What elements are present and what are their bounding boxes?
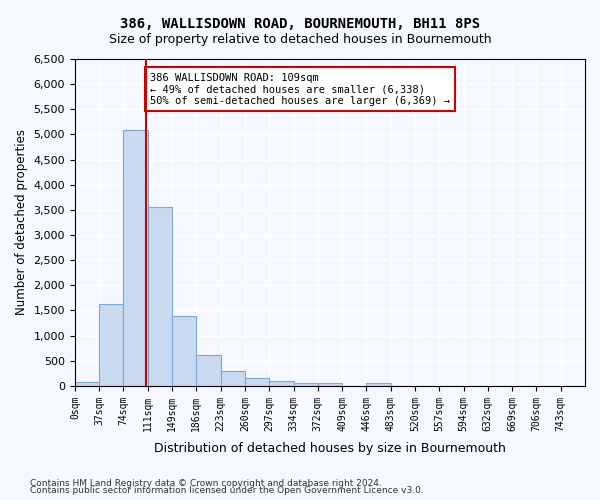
Bar [148, 207, 172, 386]
Bar [293, 382, 318, 386]
Bar [318, 384, 342, 386]
Text: Contains HM Land Registry data © Crown copyright and database right 2024.: Contains HM Land Registry data © Crown c… [30, 478, 382, 488]
Bar [172, 316, 196, 386]
Text: 386 WALLISDOWN ROAD: 109sqm
← 49% of detached houses are smaller (6,338)
50% of : 386 WALLISDOWN ROAD: 109sqm ← 49% of det… [150, 72, 450, 106]
Text: Size of property relative to detached houses in Bournemouth: Size of property relative to detached ho… [109, 32, 491, 46]
Text: Contains public sector information licensed under the Open Government Licence v3: Contains public sector information licen… [30, 486, 424, 495]
Bar [245, 378, 269, 386]
Text: 386, WALLISDOWN ROAD, BOURNEMOUTH, BH11 8PS: 386, WALLISDOWN ROAD, BOURNEMOUTH, BH11 … [120, 18, 480, 32]
Bar [75, 382, 99, 386]
Bar [196, 354, 221, 386]
Bar [124, 130, 148, 386]
Bar [99, 304, 124, 386]
Bar [367, 383, 391, 386]
Y-axis label: Number of detached properties: Number of detached properties [15, 130, 28, 316]
Bar [221, 371, 245, 386]
Bar [269, 381, 293, 386]
X-axis label: Distribution of detached houses by size in Bournemouth: Distribution of detached houses by size … [154, 442, 506, 455]
